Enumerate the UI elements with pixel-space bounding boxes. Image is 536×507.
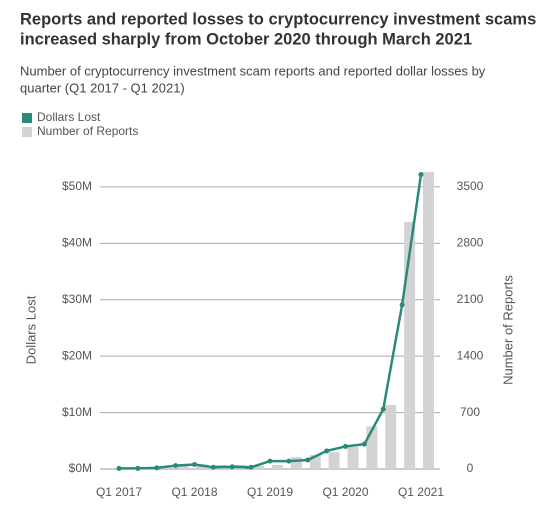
bar (404, 221, 416, 469)
point (324, 448, 330, 454)
y-axis-label: Dollars Lost (23, 295, 38, 364)
bar (347, 446, 359, 469)
x-tick-label: Q1 2018 (171, 485, 217, 499)
bar (366, 426, 378, 469)
x-tick-label: Q1 2020 (322, 485, 368, 499)
bar (290, 456, 302, 469)
legend-label: Number of Reports (37, 124, 138, 138)
chart-title: increased sharply from October 2020 thro… (20, 30, 472, 48)
y-tick-label: $50M (62, 179, 92, 193)
point (399, 302, 405, 308)
y-tick-label: $40M (62, 236, 92, 250)
point (267, 458, 273, 464)
point (154, 465, 160, 471)
y2-tick-label: 0 (467, 461, 474, 475)
point (361, 441, 367, 447)
bar (177, 465, 189, 469)
y2-tick-label: 3500 (457, 179, 484, 193)
y-tick-label: $20M (62, 348, 92, 362)
point (135, 465, 141, 471)
x-tick-label: Q1 2021 (398, 485, 444, 499)
bar (328, 451, 340, 469)
x-tick-label: Q1 2019 (247, 485, 293, 499)
legend-label: Dollars Lost (37, 110, 101, 124)
y2-tick-label: 2100 (457, 292, 484, 306)
point (192, 461, 197, 467)
point (248, 464, 254, 470)
y-tick-label: $10M (62, 405, 92, 419)
chart-subtitle: quarter (Q1 2017 - Q1 2021) (20, 80, 185, 95)
y2-axis-label: Number of Reports (500, 275, 515, 385)
legend-swatch (22, 127, 32, 137)
y2-tick-label: 2800 (457, 236, 484, 250)
y-tick-label: $30M (62, 292, 92, 306)
bar (253, 465, 265, 469)
bar (309, 454, 321, 469)
point (305, 457, 311, 463)
point (116, 465, 122, 471)
point (173, 463, 179, 469)
y2-tick-label: 700 (460, 405, 480, 419)
chart-subtitle: Number of cryptocurrency investment scam… (20, 63, 486, 78)
y2-tick-label: 1400 (457, 348, 484, 362)
chart-title: Reports and reported losses to cryptocur… (20, 10, 536, 28)
point (286, 458, 292, 464)
legend-swatch (22, 113, 32, 123)
point (229, 464, 235, 470)
y-tick-label: $0M (69, 461, 92, 475)
point (343, 443, 348, 449)
point (380, 406, 386, 412)
bar (385, 405, 397, 469)
point (418, 172, 424, 178)
line (119, 174, 423, 470)
bar (423, 171, 434, 469)
bar (272, 464, 283, 469)
x-tick-label: Q1 2017 (96, 485, 142, 499)
point (210, 464, 216, 470)
